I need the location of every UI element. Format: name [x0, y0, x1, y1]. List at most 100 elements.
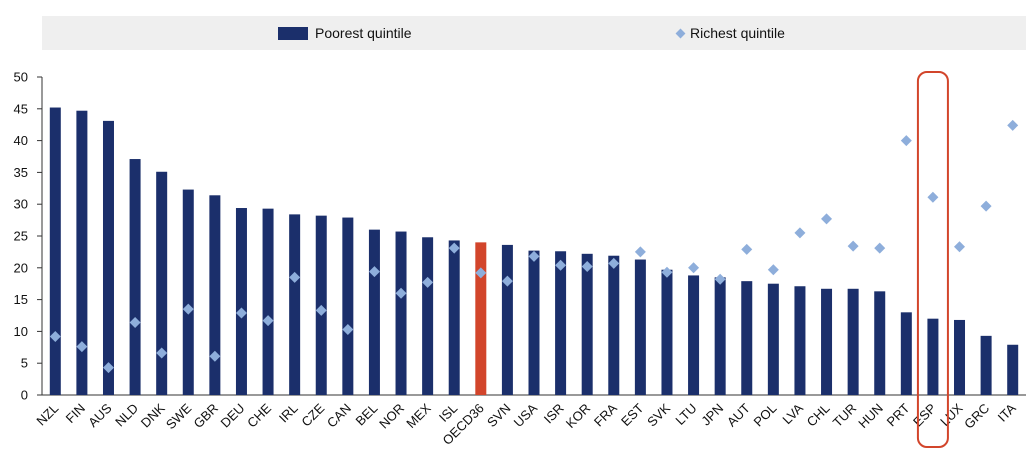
y-tick-label: 25 [14, 229, 28, 244]
marker-deu [235, 307, 247, 319]
bar-isl [448, 240, 460, 395]
x-tick-label: ISR [541, 401, 567, 427]
bar-tur [847, 288, 859, 395]
marker-isr [555, 259, 567, 271]
x-tick-label: LTU [672, 401, 699, 428]
bar-oecd36 [475, 242, 487, 395]
bar-nld [129, 159, 141, 395]
bar-svn [501, 244, 513, 395]
marker-svn [501, 275, 513, 287]
bar-ita [1007, 344, 1019, 395]
marker-cze [315, 304, 327, 316]
marker-est [634, 246, 646, 258]
marker-kor [581, 261, 593, 273]
y-tick-label: 5 [21, 356, 28, 371]
bar-nzl [49, 107, 61, 395]
x-tick-label: DNK [138, 400, 168, 430]
bar-gbr [209, 195, 221, 395]
x-tick-label: CAN [324, 401, 354, 431]
bar-est [634, 259, 646, 395]
y-tick-label: 10 [14, 324, 28, 339]
bar-ltu [688, 275, 700, 395]
legend-item-poorest: Poorest quintile [278, 16, 412, 50]
marker-hun [874, 242, 886, 254]
bar-fin [76, 110, 88, 395]
x-tick-label: TUR [830, 401, 859, 430]
x-tick-label: NLD [112, 401, 141, 430]
marker-oecd36 [475, 267, 487, 279]
marker-pol [767, 264, 779, 276]
marker-dnk [156, 347, 168, 359]
marker-irl [289, 271, 301, 283]
bar-irl [289, 214, 301, 395]
marker-usa [528, 250, 540, 262]
bar-lva [794, 286, 806, 395]
bar-jpn [714, 277, 726, 395]
bar-lux [954, 319, 966, 395]
x-tick-label: GRC [961, 401, 992, 432]
marker-aus [102, 362, 114, 374]
bar-pol [767, 283, 779, 395]
bar-can [342, 217, 354, 395]
y-tick-label: 30 [14, 197, 28, 212]
bar-isr [555, 251, 567, 395]
x-tick-label: SWE [163, 400, 195, 432]
x-tick-label: POL [750, 401, 779, 430]
bar-grc [980, 335, 992, 395]
x-tick-label: NOR [376, 401, 407, 432]
bar-hun [874, 291, 886, 395]
x-tick-label: EST [618, 400, 647, 429]
x-tick-label: CHE [244, 400, 274, 430]
bar-che [262, 208, 274, 395]
x-tick-label: KOR [563, 401, 594, 432]
y-tick-label: 35 [14, 165, 28, 180]
marker-nld [129, 316, 141, 328]
x-tick-label: AUT [724, 400, 753, 429]
marker-can [342, 323, 354, 335]
marker-isl [448, 242, 460, 254]
x-tick-label: NZL [33, 401, 61, 429]
marker-swe [182, 303, 194, 315]
x-tick-label: BEL [353, 401, 381, 429]
x-tick-label: FIN [63, 401, 88, 426]
marker-lva [794, 227, 806, 239]
y-tick-label: 20 [14, 260, 28, 275]
marker-nzl [49, 330, 61, 342]
bar-aut [741, 281, 753, 395]
x-tick-label: HUN [855, 401, 886, 432]
x-tick-label: MEX [403, 400, 434, 431]
x-tick-label: PRT [884, 400, 913, 429]
bar-aus [102, 120, 114, 395]
marker-prt [900, 135, 912, 147]
legend-label-poorest: Poorest quintile [315, 25, 412, 41]
x-tick-label: GBR [190, 401, 221, 432]
marker-jpn [714, 273, 726, 285]
marker-bel [368, 266, 380, 278]
x-tick-label: LUX [937, 400, 966, 429]
bar-nor [395, 231, 407, 395]
y-tick-label: 40 [14, 133, 28, 148]
bar-fra [608, 255, 620, 395]
x-tick-label: ESP [910, 401, 939, 430]
x-tick-label: FRA [591, 400, 620, 429]
x-tick-label: SVK [644, 400, 673, 429]
chart-legend: Poorest quintile Richest quintile [42, 16, 1026, 50]
bar-chl [821, 288, 833, 395]
bar-kor [581, 253, 593, 395]
marker-fin [76, 341, 88, 353]
y-tick-label: 50 [14, 70, 28, 85]
marker-gbr [209, 350, 221, 362]
legend-bar-swatch [278, 26, 308, 40]
marker-lux [954, 241, 966, 253]
bar-mex [422, 237, 434, 395]
bar-usa [528, 250, 540, 395]
highlight-box-esp [916, 71, 949, 448]
marker-tur [847, 240, 859, 252]
marker-esp [927, 191, 939, 203]
marker-ita [1007, 119, 1019, 131]
bar-deu [235, 208, 247, 395]
x-tick-label: JPN [698, 401, 726, 429]
x-tick-label: IRL [276, 401, 301, 426]
x-tick-label: LVA [779, 400, 806, 427]
